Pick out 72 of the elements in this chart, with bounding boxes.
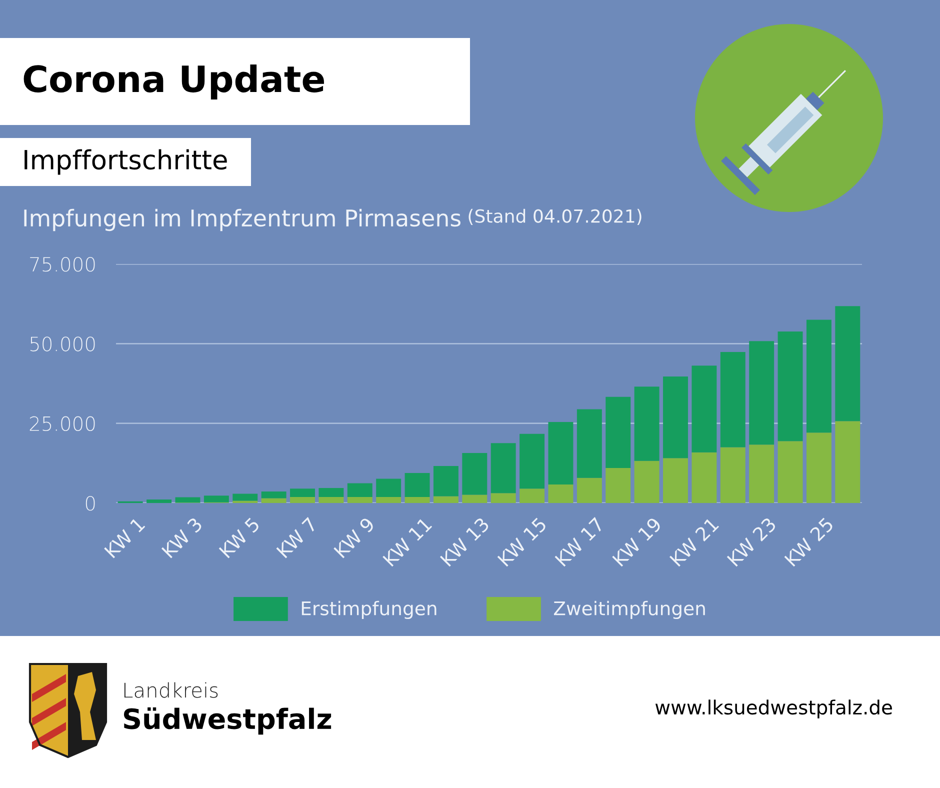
bar: [576, 409, 602, 478]
bar: [433, 496, 458, 503]
bar: [720, 447, 746, 503]
legend-label: Erstimpfungen: [302, 600, 436, 620]
bar: [462, 452, 488, 495]
x-tick-label: KW 19: [612, 516, 662, 567]
bar: [835, 306, 860, 422]
x-tick-label: KW 23: [726, 516, 777, 567]
bar: [261, 492, 286, 498]
x-tick-label: KW 7: [276, 517, 318, 558]
bar: [347, 496, 372, 503]
text: (Stand 04.07.2021): [468, 208, 642, 226]
bar: [806, 432, 832, 503]
bar: [520, 434, 545, 489]
bar: [318, 496, 344, 503]
chart-title: Corona Update: [24, 64, 324, 100]
bar: [749, 444, 774, 503]
text: Impfungen im Impfzentrum Pirmasens: [24, 208, 461, 232]
bar: [548, 422, 574, 485]
x-tick-label: KW 25: [784, 516, 834, 567]
bar: [634, 460, 660, 503]
bar: [376, 478, 402, 497]
x-tick-label: KW 1: [104, 517, 146, 558]
bar: [175, 497, 200, 503]
bar: [548, 484, 574, 503]
bar: [634, 386, 660, 461]
x-tick-label: KW 15: [497, 517, 548, 567]
x-tick-label: KW 17: [554, 517, 604, 567]
x-tick-label: KW 11: [382, 517, 432, 567]
bar: [490, 443, 516, 494]
bar: [462, 494, 488, 503]
bar: [806, 320, 832, 433]
bar: [146, 499, 172, 503]
x-tick-label: KW 3: [161, 516, 203, 558]
bar: [663, 458, 688, 503]
bar: [778, 332, 803, 442]
bar: [720, 352, 746, 448]
text: Südwestpfalz: [124, 707, 332, 735]
y-tick-label: 50.000: [30, 336, 95, 352]
bar: [778, 441, 803, 503]
x-tick-label: KW 21: [669, 516, 720, 567]
bar: [692, 452, 717, 503]
bar: [318, 488, 344, 497]
x-tick-label: KW 5: [218, 517, 260, 558]
bar: [232, 494, 258, 501]
text: Landkreis: [124, 682, 218, 698]
bar: [347, 483, 372, 497]
y-tick-label: 75.000: [30, 256, 95, 272]
bar: [433, 466, 458, 496]
bar: [520, 488, 545, 503]
bar: [835, 421, 860, 503]
bar: [606, 396, 631, 468]
chart-subtitle: Impffortschritte: [24, 149, 227, 175]
bar: [204, 496, 229, 502]
bar: [663, 376, 688, 458]
bar: [404, 473, 430, 497]
x-tick-label: KW 13: [440, 516, 490, 567]
x-tick-label: KW 9: [333, 516, 376, 558]
y-tick-label: 0: [86, 496, 95, 511]
bar: [490, 493, 516, 503]
legend-label: Zweitimpfungen: [554, 600, 705, 620]
bar: [261, 498, 286, 503]
bar: [692, 366, 717, 452]
bar: [749, 341, 774, 445]
bar: [290, 496, 315, 503]
bar: [404, 496, 430, 503]
text: www.lksuedwestpfalz.de: [655, 700, 892, 718]
bar: [290, 488, 315, 497]
bar: [576, 478, 602, 503]
bar: [606, 468, 631, 503]
bar: [376, 496, 402, 503]
y-tick-label: 25.000: [30, 416, 95, 432]
